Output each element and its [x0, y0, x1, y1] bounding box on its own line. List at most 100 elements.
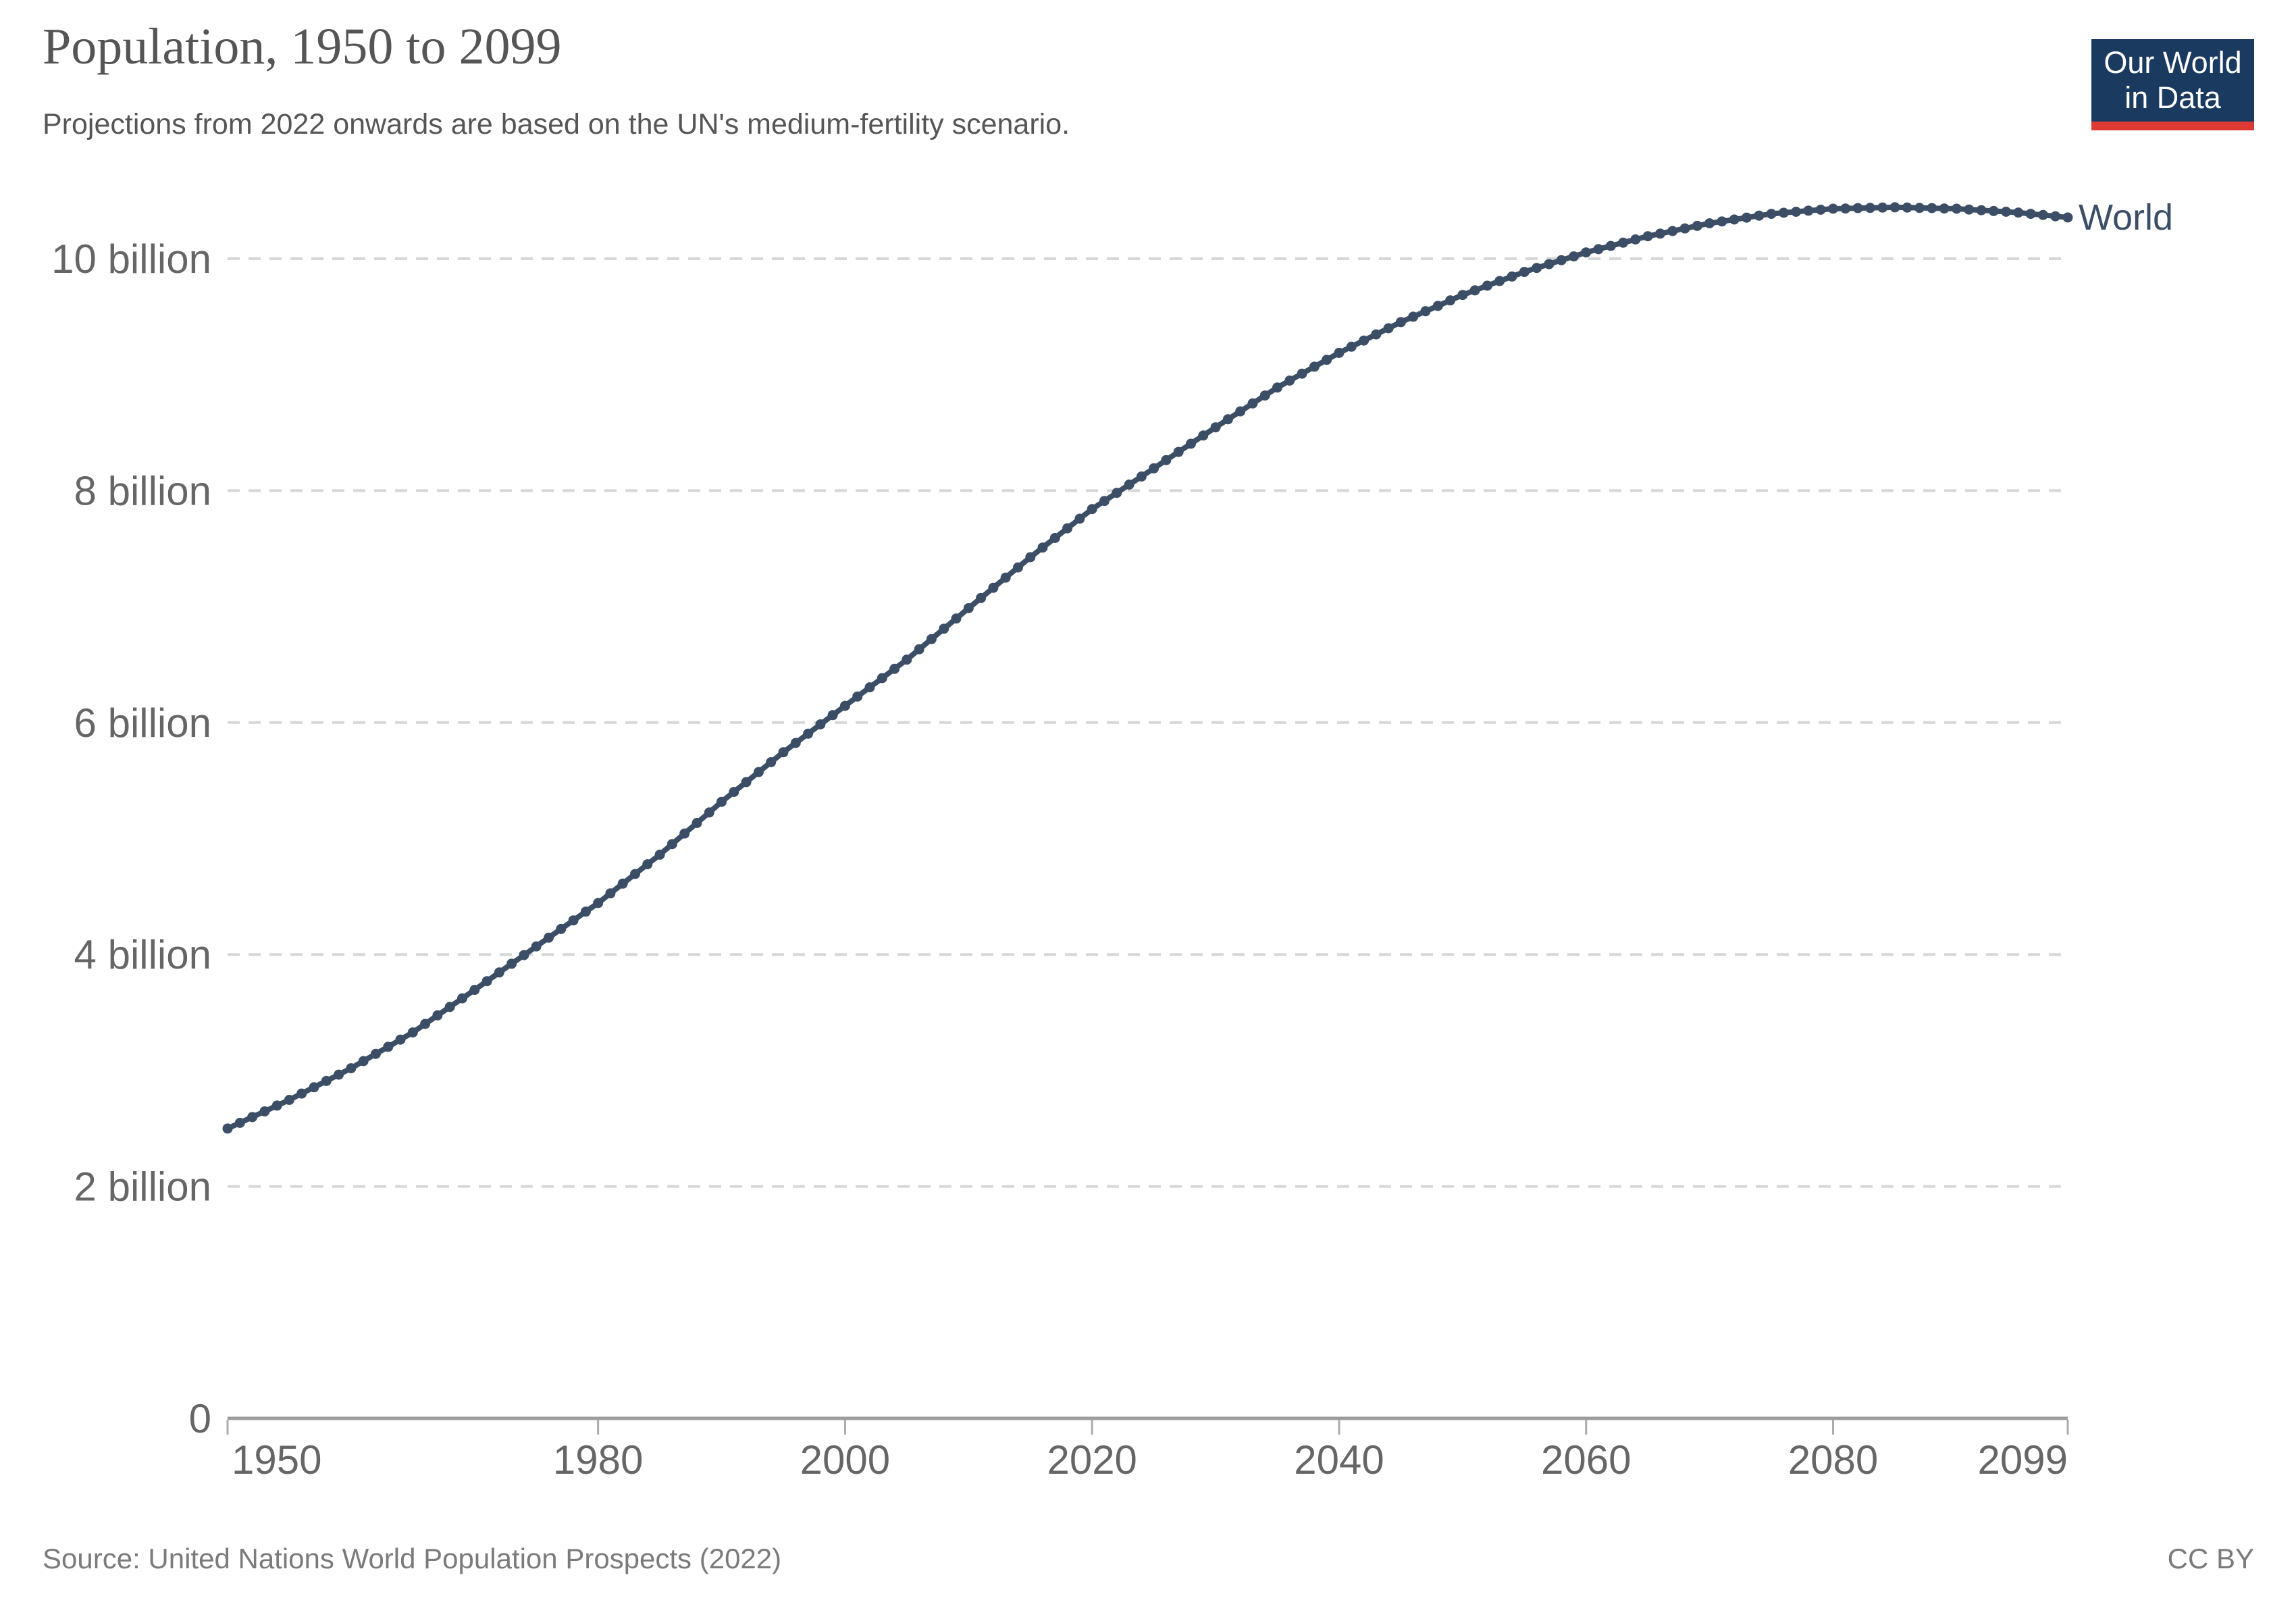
data-point[interactable]	[1136, 471, 1147, 482]
data-point[interactable]	[852, 691, 863, 702]
data-point[interactable]	[963, 603, 974, 613]
data-point[interactable]	[2013, 207, 2024, 218]
data-point[interactable]	[1902, 202, 1912, 213]
data-point[interactable]	[1198, 430, 1209, 441]
data-point[interactable]	[1766, 209, 1777, 220]
data-point[interactable]	[1852, 203, 1863, 213]
data-point[interactable]	[926, 634, 937, 644]
data-point[interactable]	[1235, 406, 1246, 417]
data-point[interactable]	[716, 796, 727, 807]
data-point[interactable]	[1383, 323, 1394, 334]
data-point[interactable]	[1704, 218, 1715, 229]
data-point[interactable]	[753, 767, 764, 777]
data-point[interactable]	[1569, 251, 1579, 262]
data-point[interactable]	[877, 673, 887, 684]
data-point[interactable]	[1359, 335, 1369, 346]
data-point[interactable]	[222, 1123, 233, 1134]
data-point[interactable]	[815, 719, 826, 729]
data-point[interactable]	[729, 787, 739, 797]
data-point[interactable]	[2050, 211, 2061, 222]
data-point[interactable]	[1025, 552, 1036, 563]
data-point[interactable]	[556, 923, 567, 934]
data-point[interactable]	[1395, 317, 1406, 328]
data-point[interactable]	[1013, 562, 1023, 573]
data-point[interactable]	[790, 738, 801, 748]
data-point[interactable]	[1519, 267, 1530, 278]
data-point[interactable]	[1532, 263, 1542, 274]
data-point[interactable]	[1803, 205, 1814, 216]
data-point[interactable]	[1864, 203, 1875, 213]
data-point[interactable]	[1186, 438, 1196, 449]
data-point[interactable]	[1791, 207, 1802, 217]
data-point[interactable]	[839, 700, 850, 711]
data-point[interactable]	[1815, 205, 1826, 215]
data-point[interactable]	[864, 682, 875, 693]
data-point[interactable]	[1408, 311, 1419, 322]
data-point[interactable]	[469, 985, 480, 996]
data-point[interactable]	[827, 710, 838, 721]
data-point[interactable]	[1309, 361, 1320, 372]
data-point[interactable]	[1346, 341, 1357, 352]
license-badge[interactable]: CC BY	[2167, 1543, 2254, 1574]
data-point[interactable]	[1605, 240, 1616, 251]
data-point[interactable]	[1210, 422, 1221, 433]
owid-logo[interactable]: Our World in Data	[2091, 39, 2254, 130]
data-point[interactable]	[617, 878, 628, 889]
data-point[interactable]	[309, 1082, 319, 1093]
data-point[interactable]	[1049, 533, 1060, 543]
data-point[interactable]	[976, 592, 987, 603]
data-point[interactable]	[1087, 504, 1097, 515]
data-point[interactable]	[2025, 209, 2036, 220]
data-point[interactable]	[1161, 455, 1172, 465]
data-point[interactable]	[988, 582, 999, 593]
data-point[interactable]	[1630, 234, 1641, 245]
data-point[interactable]	[506, 958, 517, 969]
data-point[interactable]	[2001, 207, 2012, 217]
data-point[interactable]	[371, 1048, 381, 1059]
data-point[interactable]	[1173, 446, 1184, 457]
data-point[interactable]	[494, 967, 504, 978]
data-point[interactable]	[1322, 355, 1332, 365]
data-point[interactable]	[741, 777, 752, 788]
data-point[interactable]	[296, 1088, 307, 1099]
data-point[interactable]	[1297, 368, 1307, 379]
data-point[interactable]	[1717, 216, 1727, 227]
data-point[interactable]	[432, 1010, 443, 1021]
data-point[interactable]	[1581, 247, 1592, 258]
data-point[interactable]	[234, 1118, 245, 1128]
data-point[interactable]	[1988, 205, 1999, 216]
data-point[interactable]	[271, 1100, 282, 1111]
data-point[interactable]	[1951, 203, 1962, 214]
data-point[interactable]	[457, 993, 467, 1004]
data-point[interactable]	[407, 1027, 418, 1038]
data-point[interactable]	[914, 644, 924, 654]
data-point[interactable]	[1494, 276, 1505, 286]
data-point[interactable]	[642, 859, 653, 870]
data-point[interactable]	[1976, 205, 1987, 215]
data-point[interactable]	[1778, 207, 1789, 218]
data-point[interactable]	[1889, 202, 1900, 213]
series-label-world[interactable]: World	[2079, 197, 2174, 238]
data-point[interactable]	[1828, 203, 1838, 214]
data-point[interactable]	[346, 1063, 357, 1074]
data-point[interactable]	[1272, 382, 1282, 393]
data-point[interactable]	[704, 807, 714, 818]
data-point[interactable]	[1334, 347, 1345, 358]
data-point[interactable]	[1692, 220, 1702, 231]
data-point[interactable]	[654, 849, 665, 860]
world-series-markers[interactable]	[222, 202, 2073, 1134]
data-point[interactable]	[358, 1056, 369, 1066]
data-point[interactable]	[1642, 231, 1653, 242]
data-point[interactable]	[778, 747, 789, 758]
data-point[interactable]	[1099, 496, 1110, 507]
data-point[interactable]	[1729, 214, 1740, 225]
data-point[interactable]	[1062, 523, 1073, 534]
data-point[interactable]	[1914, 203, 1925, 213]
data-point[interactable]	[1149, 463, 1159, 473]
data-point[interactable]	[902, 654, 912, 665]
data-point[interactable]	[420, 1019, 431, 1029]
data-point[interactable]	[1124, 480, 1134, 490]
data-point[interactable]	[383, 1041, 394, 1052]
data-point[interactable]	[1939, 203, 1950, 214]
data-point[interactable]	[519, 950, 529, 960]
